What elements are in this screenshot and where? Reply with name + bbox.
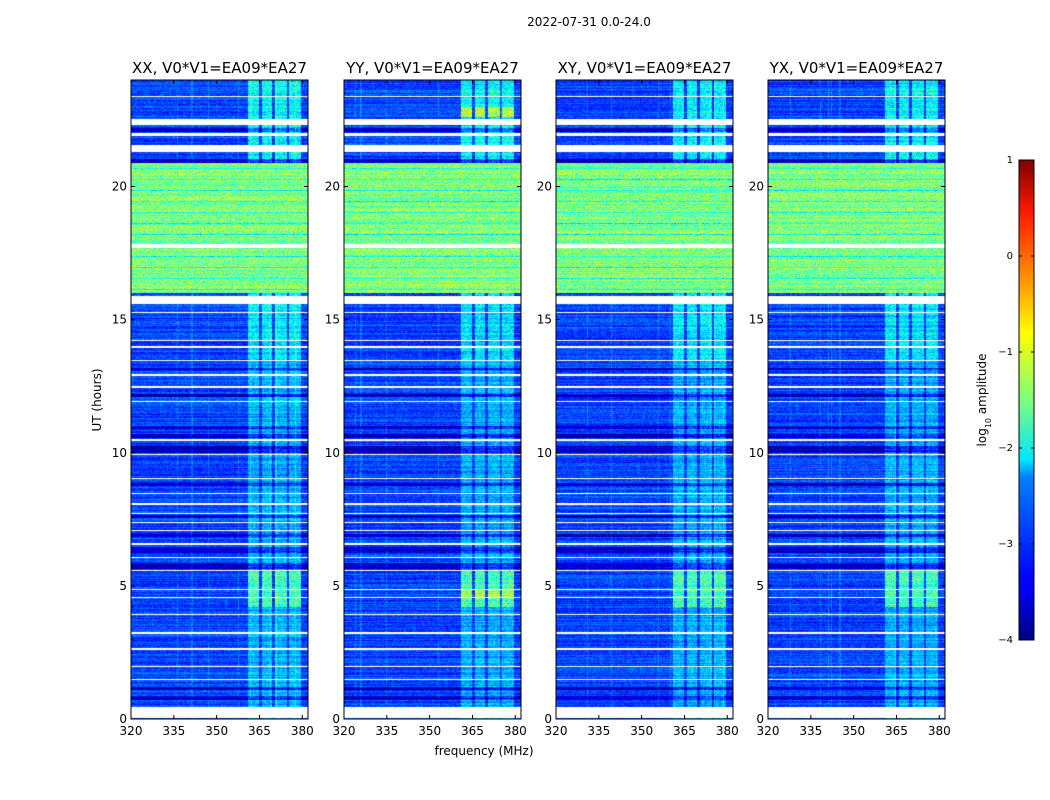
panel-title: YX, V0*V1=EA09*EA27 — [769, 59, 944, 77]
x-tick-label: 365 — [461, 724, 484, 738]
panel-xy: XY, V0*V1=EA09*EA27 0 5 10 15 20 320 335 350 365 3… — [537, 59, 739, 738]
colorbar-label-main: log — [975, 428, 989, 446]
y-tick-label: 10 — [325, 446, 340, 460]
panel-yx: YX, V0*V1=EA09*EA27 0 5 10 15 20 320 335 350 365 3… — [749, 59, 951, 738]
x-tick-label: 365 — [885, 724, 908, 738]
x-tick-label: 365 — [248, 724, 271, 738]
colorbar-tick-label: 1 — [1007, 155, 1013, 166]
y-tick-label: 0 — [756, 712, 764, 726]
y-tick-label: 15 — [112, 313, 127, 327]
y-tick-label: 0 — [544, 712, 552, 726]
y-tick-label: 20 — [112, 180, 127, 194]
x-tick-label: 335 — [162, 724, 185, 738]
y-tick-label: 15 — [325, 313, 340, 327]
x-tick-label: 380 — [928, 724, 951, 738]
panel-yy: YY, V0*V1=EA09*EA27 0 5 10 15 20 320 335 350 365 3… — [325, 59, 527, 738]
y-axis-label: UT (hours) — [90, 368, 104, 431]
x-tick-label: 335 — [587, 724, 610, 738]
colorbar-tick-label: −2 — [998, 443, 1013, 454]
x-tick-label: 350 — [630, 724, 653, 738]
x-tick-label: 365 — [673, 724, 696, 738]
y-tick-label: 20 — [325, 180, 340, 194]
panels-layer: XX, V0*V1=EA09*EA27 0 5 10 15 20 320 335 350 365 3… — [112, 59, 951, 738]
heatmap-image — [131, 80, 308, 719]
x-tick-label: 350 — [418, 724, 441, 738]
x-tick-label: 350 — [205, 724, 228, 738]
panel-xx: XX, V0*V1=EA09*EA27 0 5 10 15 20 320 335 350 365 3… — [112, 59, 314, 738]
y-tick-label: 10 — [112, 446, 127, 460]
y-tick-label: 5 — [332, 579, 340, 593]
x-tick-label: 335 — [799, 724, 822, 738]
panel-frame — [767, 79, 946, 720]
y-tick-label: 5 — [756, 579, 764, 593]
y-tick-label: 0 — [332, 712, 340, 726]
x-tick-label: 380 — [716, 724, 739, 738]
colorbar-tick-label: −4 — [998, 635, 1013, 646]
x-tick-label: 320 — [120, 724, 143, 738]
heatmap-image — [556, 80, 733, 719]
x-tick-label: 380 — [504, 724, 527, 738]
panel-title: XX, V0*V1=EA09*EA27 — [132, 59, 307, 77]
colorbar-tick-label: −1 — [998, 347, 1013, 358]
x-tick-label: 380 — [291, 724, 314, 738]
y-tick-label: 10 — [537, 446, 552, 460]
x-tick-label: 320 — [545, 724, 568, 738]
colorbar: −4 −3 −2 −1 0 1 log10 amplitude — [975, 155, 1035, 646]
y-tick-label: 20 — [749, 180, 764, 194]
y-tick-label: 15 — [537, 313, 552, 327]
x-tick-label: 335 — [375, 724, 398, 738]
colorbar-label-sub: 10 — [984, 418, 993, 428]
colorbar-label-suffix: amplitude — [975, 354, 989, 418]
colorbar-label: log10 amplitude — [975, 354, 993, 447]
x-axis-label: frequency (MHz) — [434, 744, 533, 758]
y-tick-label: 5 — [544, 579, 552, 593]
panel-frame — [343, 79, 522, 720]
colorbar-ticks: −4 −3 −2 −1 0 1 — [998, 155, 1034, 646]
y-tick-label: 10 — [749, 446, 764, 460]
panel-title: XY, V0*V1=EA09*EA27 — [558, 59, 732, 77]
colorbar-tick-label: −3 — [998, 539, 1013, 550]
heatmap-image — [344, 80, 521, 719]
figure-title: 2022-07-31 0.0-24.0 — [527, 15, 651, 29]
colorbar-gradient — [1018, 159, 1035, 641]
panel-frame — [555, 79, 734, 720]
x-tick-label: 320 — [757, 724, 780, 738]
y-tick-label: 15 — [749, 313, 764, 327]
panel-title: YY, V0*V1=EA09*EA27 — [345, 59, 519, 77]
x-tick-label: 320 — [333, 724, 356, 738]
x-tick-label: 350 — [842, 724, 865, 738]
y-tick-label: 20 — [537, 180, 552, 194]
colorbar-tick-label: 0 — [1007, 251, 1013, 262]
y-tick-label: 0 — [119, 712, 127, 726]
panel-frame — [130, 79, 309, 720]
heatmap-image — [768, 80, 945, 719]
y-tick-label: 5 — [119, 579, 127, 593]
